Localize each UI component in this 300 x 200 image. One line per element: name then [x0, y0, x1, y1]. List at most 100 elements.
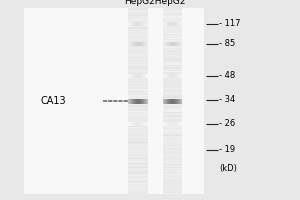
- Bar: [163, 14, 182, 15]
- Bar: [163, 177, 182, 178]
- Bar: [128, 75, 148, 76]
- Text: - 34: - 34: [219, 96, 235, 104]
- Bar: [163, 193, 182, 194]
- Bar: [128, 168, 148, 169]
- Bar: [163, 117, 182, 118]
- Bar: [163, 58, 182, 59]
- Bar: [163, 112, 182, 113]
- Bar: [128, 49, 148, 50]
- Bar: [163, 171, 182, 172]
- Bar: [128, 105, 148, 106]
- Bar: [128, 117, 148, 118]
- Bar: [128, 86, 148, 87]
- Bar: [163, 131, 182, 132]
- Bar: [128, 174, 148, 175]
- Bar: [128, 62, 148, 63]
- Bar: [163, 127, 182, 128]
- Bar: [163, 91, 182, 92]
- Bar: [128, 8, 148, 194]
- Bar: [128, 54, 148, 55]
- Bar: [128, 70, 148, 71]
- Bar: [163, 40, 182, 41]
- Bar: [128, 120, 148, 121]
- Bar: [128, 183, 148, 184]
- Bar: [128, 166, 148, 167]
- Bar: [163, 182, 182, 183]
- Bar: [163, 164, 182, 165]
- Bar: [163, 98, 182, 99]
- Bar: [128, 109, 148, 110]
- Bar: [163, 66, 182, 67]
- Bar: [128, 52, 148, 53]
- Bar: [163, 122, 182, 123]
- Bar: [128, 150, 148, 151]
- Bar: [128, 144, 148, 145]
- Bar: [163, 30, 182, 31]
- Bar: [128, 176, 148, 177]
- Bar: [128, 30, 148, 31]
- Bar: [128, 125, 148, 126]
- Bar: [128, 98, 148, 99]
- Bar: [128, 162, 148, 163]
- Bar: [163, 71, 182, 72]
- Bar: [163, 149, 182, 150]
- Bar: [163, 130, 182, 131]
- Bar: [163, 17, 182, 18]
- Bar: [128, 152, 148, 153]
- Bar: [128, 160, 148, 161]
- Bar: [128, 102, 148, 103]
- Bar: [163, 47, 182, 48]
- Bar: [163, 189, 182, 190]
- Bar: [163, 95, 182, 96]
- Bar: [128, 18, 148, 19]
- Bar: [128, 185, 148, 186]
- Bar: [128, 179, 148, 180]
- Bar: [163, 89, 182, 90]
- Bar: [128, 180, 148, 181]
- Bar: [128, 46, 148, 47]
- Bar: [163, 31, 182, 32]
- Bar: [163, 9, 182, 10]
- Bar: [163, 80, 182, 81]
- Bar: [128, 189, 148, 190]
- Bar: [163, 59, 182, 60]
- Bar: [163, 105, 182, 106]
- Bar: [163, 61, 182, 62]
- Bar: [163, 113, 182, 114]
- Bar: [163, 115, 182, 116]
- Bar: [163, 108, 182, 109]
- Bar: [128, 131, 148, 132]
- Bar: [128, 133, 148, 134]
- Bar: [163, 102, 182, 103]
- Bar: [163, 65, 182, 66]
- Bar: [163, 152, 182, 153]
- Bar: [163, 34, 182, 35]
- Bar: [128, 121, 148, 122]
- Bar: [128, 146, 148, 147]
- Bar: [128, 34, 148, 35]
- Bar: [128, 106, 148, 107]
- Bar: [163, 63, 182, 64]
- Bar: [163, 69, 182, 70]
- Bar: [128, 108, 148, 109]
- Bar: [128, 134, 148, 135]
- Bar: [163, 129, 182, 130]
- Bar: [163, 191, 182, 192]
- Bar: [128, 82, 148, 83]
- Bar: [128, 137, 148, 138]
- Bar: [163, 141, 182, 142]
- Bar: [128, 192, 148, 193]
- Bar: [163, 96, 182, 97]
- Bar: [128, 118, 148, 119]
- Bar: [163, 67, 182, 68]
- Bar: [163, 51, 182, 52]
- Bar: [128, 57, 148, 58]
- Bar: [128, 126, 148, 127]
- Bar: [128, 95, 148, 96]
- Bar: [128, 139, 148, 140]
- Bar: [163, 186, 182, 187]
- Bar: [128, 104, 148, 105]
- Bar: [128, 172, 148, 173]
- Bar: [163, 18, 182, 19]
- Bar: [128, 13, 148, 14]
